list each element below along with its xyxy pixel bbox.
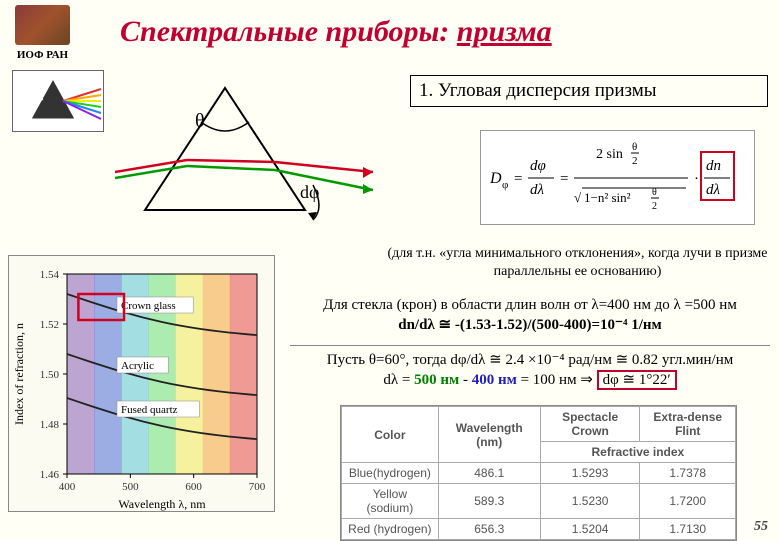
svg-text:dλ: dλ [530,182,545,198]
svg-text:1.50: 1.50 [40,369,60,381]
svg-text:φ: φ [502,179,508,191]
calc-block-1: Для стекла (крон) в области длин волн от… [290,295,770,336]
svg-text:dn: dn [706,158,721,174]
calc-block-2: Пусть θ=60°, тогда dφ/dλ ≅ 2.4 ×10⁻⁴ рад… [290,345,770,391]
svg-text:=: = [560,171,568,187]
svg-text:600: 600 [185,481,202,493]
logo-icon [15,5,70,45]
page-number: 55 [754,519,768,535]
calc1-line1: Для стекла (крон) в области длин волн от… [323,297,737,313]
prism-dispersion-icon [12,70,104,132]
svg-text:1.46: 1.46 [40,469,60,481]
refractive-index-table: ColorWavelength (nm)Spectacle CrownExtra… [340,405,737,541]
title-underlined: призма [457,15,552,48]
page-title: Спектральные приборы: призма [120,15,552,49]
svg-text:2: 2 [652,201,657,212]
svg-text:θ: θ [652,187,657,198]
svg-text:Acrylic: Acrylic [121,360,154,372]
section-heading: 1. Угловая дисперсия призмы [410,75,768,107]
calc1-line2: dn/dλ ≅ -(1.53-1.52)/(500-400)=10⁻⁴ 1/нм [398,317,662,333]
calc2-minus: - [463,372,472,388]
logo-block: ИОФ РАН [5,5,80,61]
calc2-dlam: dλ = [383,372,414,388]
calc2-400: 400 нм [472,372,517,388]
svg-text:500: 500 [122,481,139,493]
svg-text:1.54: 1.54 [40,269,60,281]
svg-text:2: 2 [632,155,638,167]
refraction-chart: 1.54 1.52 1.50 1.48 1.46400 500 600 700 Index of… [8,255,275,512]
calc2-500: 500 нм [414,372,459,388]
svg-text:1.52: 1.52 [40,319,59,331]
prism-diagram [115,80,365,225]
svg-text:Fused quartz: Fused quartz [121,404,178,416]
svg-text:400: 400 [59,481,76,493]
logo-label: ИОФ РАН [5,49,80,61]
svg-text:dλ: dλ [706,182,721,198]
svg-text:Wavelength λ, nm: Wavelength λ, nm [118,497,206,511]
svg-text:700: 700 [249,481,266,493]
svg-text:1.48: 1.48 [40,419,60,431]
calc2-line1: Пусть θ=60°, тогда dφ/dλ ≅ 2.4 ×10⁻⁴ рад… [327,352,734,368]
title-plain: Спектральные приборы: [120,15,457,48]
svg-text:D: D [489,170,502,187]
svg-text:2 sin: 2 sin [596,147,623,162]
note-text: (для т.н. «угла минимального отклонения»… [385,245,770,280]
svg-text:Crown glass: Crown glass [121,300,176,312]
theta-label: θ [195,110,205,133]
svg-text:1−n² sin²: 1−n² sin² [584,190,631,205]
calc2-eq: = 100 нм ⇒ [521,372,597,388]
svg-text:dφ: dφ [530,158,546,174]
svg-text:√: √ [574,190,582,205]
calc2-result-box: dφ ≅ 1°22′ [597,370,677,390]
dphi-label: dφ [300,182,319,203]
svg-text:Index of refraction, n: Index of refraction, n [12,323,26,425]
svg-text:θ: θ [632,141,637,153]
svg-text:=: = [514,171,522,187]
dispersion-formula: D φ = dφ dλ = 2 sin θ 2 √ 1−n² sin² θ 2 … [480,130,755,225]
svg-text:·: · [694,171,699,187]
